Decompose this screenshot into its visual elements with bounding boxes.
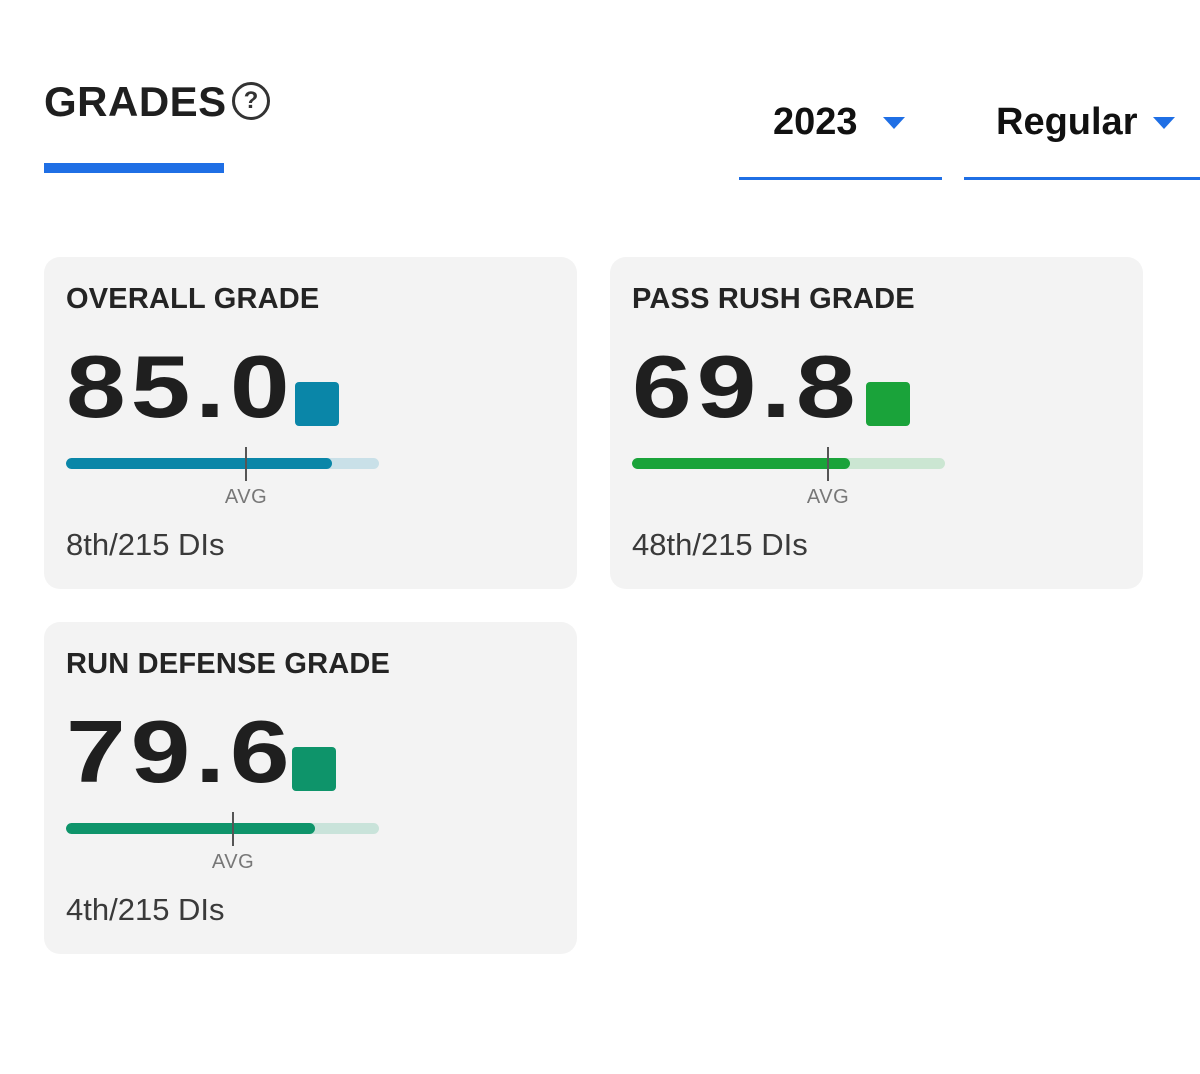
avg-label: AVG [806,486,850,508]
grade-color-chip [866,382,910,426]
grade-rank: 8th/215 DIs [66,527,225,562]
help-icon[interactable]: ? [232,82,270,120]
grade-value: 69.8 [632,337,861,436]
card-title: RUN DEFENSE GRADE [66,648,391,680]
avg-marker [245,447,247,481]
season-dropdown[interactable]: Regular [964,96,1200,180]
caret-down-icon [1153,117,1175,129]
active-tab-indicator [44,163,224,173]
grades-tab-label-wrap: GRADES [44,80,227,124]
grade-bar-track [66,823,379,834]
avg-label: AVG [224,486,268,508]
grades-tab-title: GRADES [44,78,227,125]
grade-bar-fill [66,823,316,834]
grade-rank: 48th/215 DIs [632,527,808,562]
year-dropdown[interactable]: 2023 [739,96,942,180]
grade-value: 85.0 [66,337,295,436]
year-dropdown-value: 2023 [773,101,858,143]
grade-color-chip [292,747,336,791]
avg-marker [232,812,234,846]
grade-bar-track [66,458,379,469]
run-defense-grade-card: RUN DEFENSE GRADE 79.6 AVG 4th/215 DIs [44,622,577,954]
card-title: PASS RUSH GRADE [632,283,915,315]
avg-marker [827,447,829,481]
avg-label: AVG [211,851,255,873]
card-title: OVERALL GRADE [66,283,320,315]
grade-color-chip [295,382,339,426]
caret-down-icon [883,117,905,129]
pass-rush-grade-card: PASS RUSH GRADE 69.8 AVG 48th/215 DIs [610,257,1143,589]
grade-bar-fill [632,458,851,469]
season-dropdown-value: Regular [996,101,1138,143]
overall-grade-card: OVERALL GRADE 85.0 AVG 8th/215 DIs [44,257,577,589]
grade-bar-track [632,458,945,469]
grade-rank: 4th/215 DIs [66,892,225,927]
grade-value: 79.6 [66,702,295,801]
grade-bar-fill [66,458,333,469]
